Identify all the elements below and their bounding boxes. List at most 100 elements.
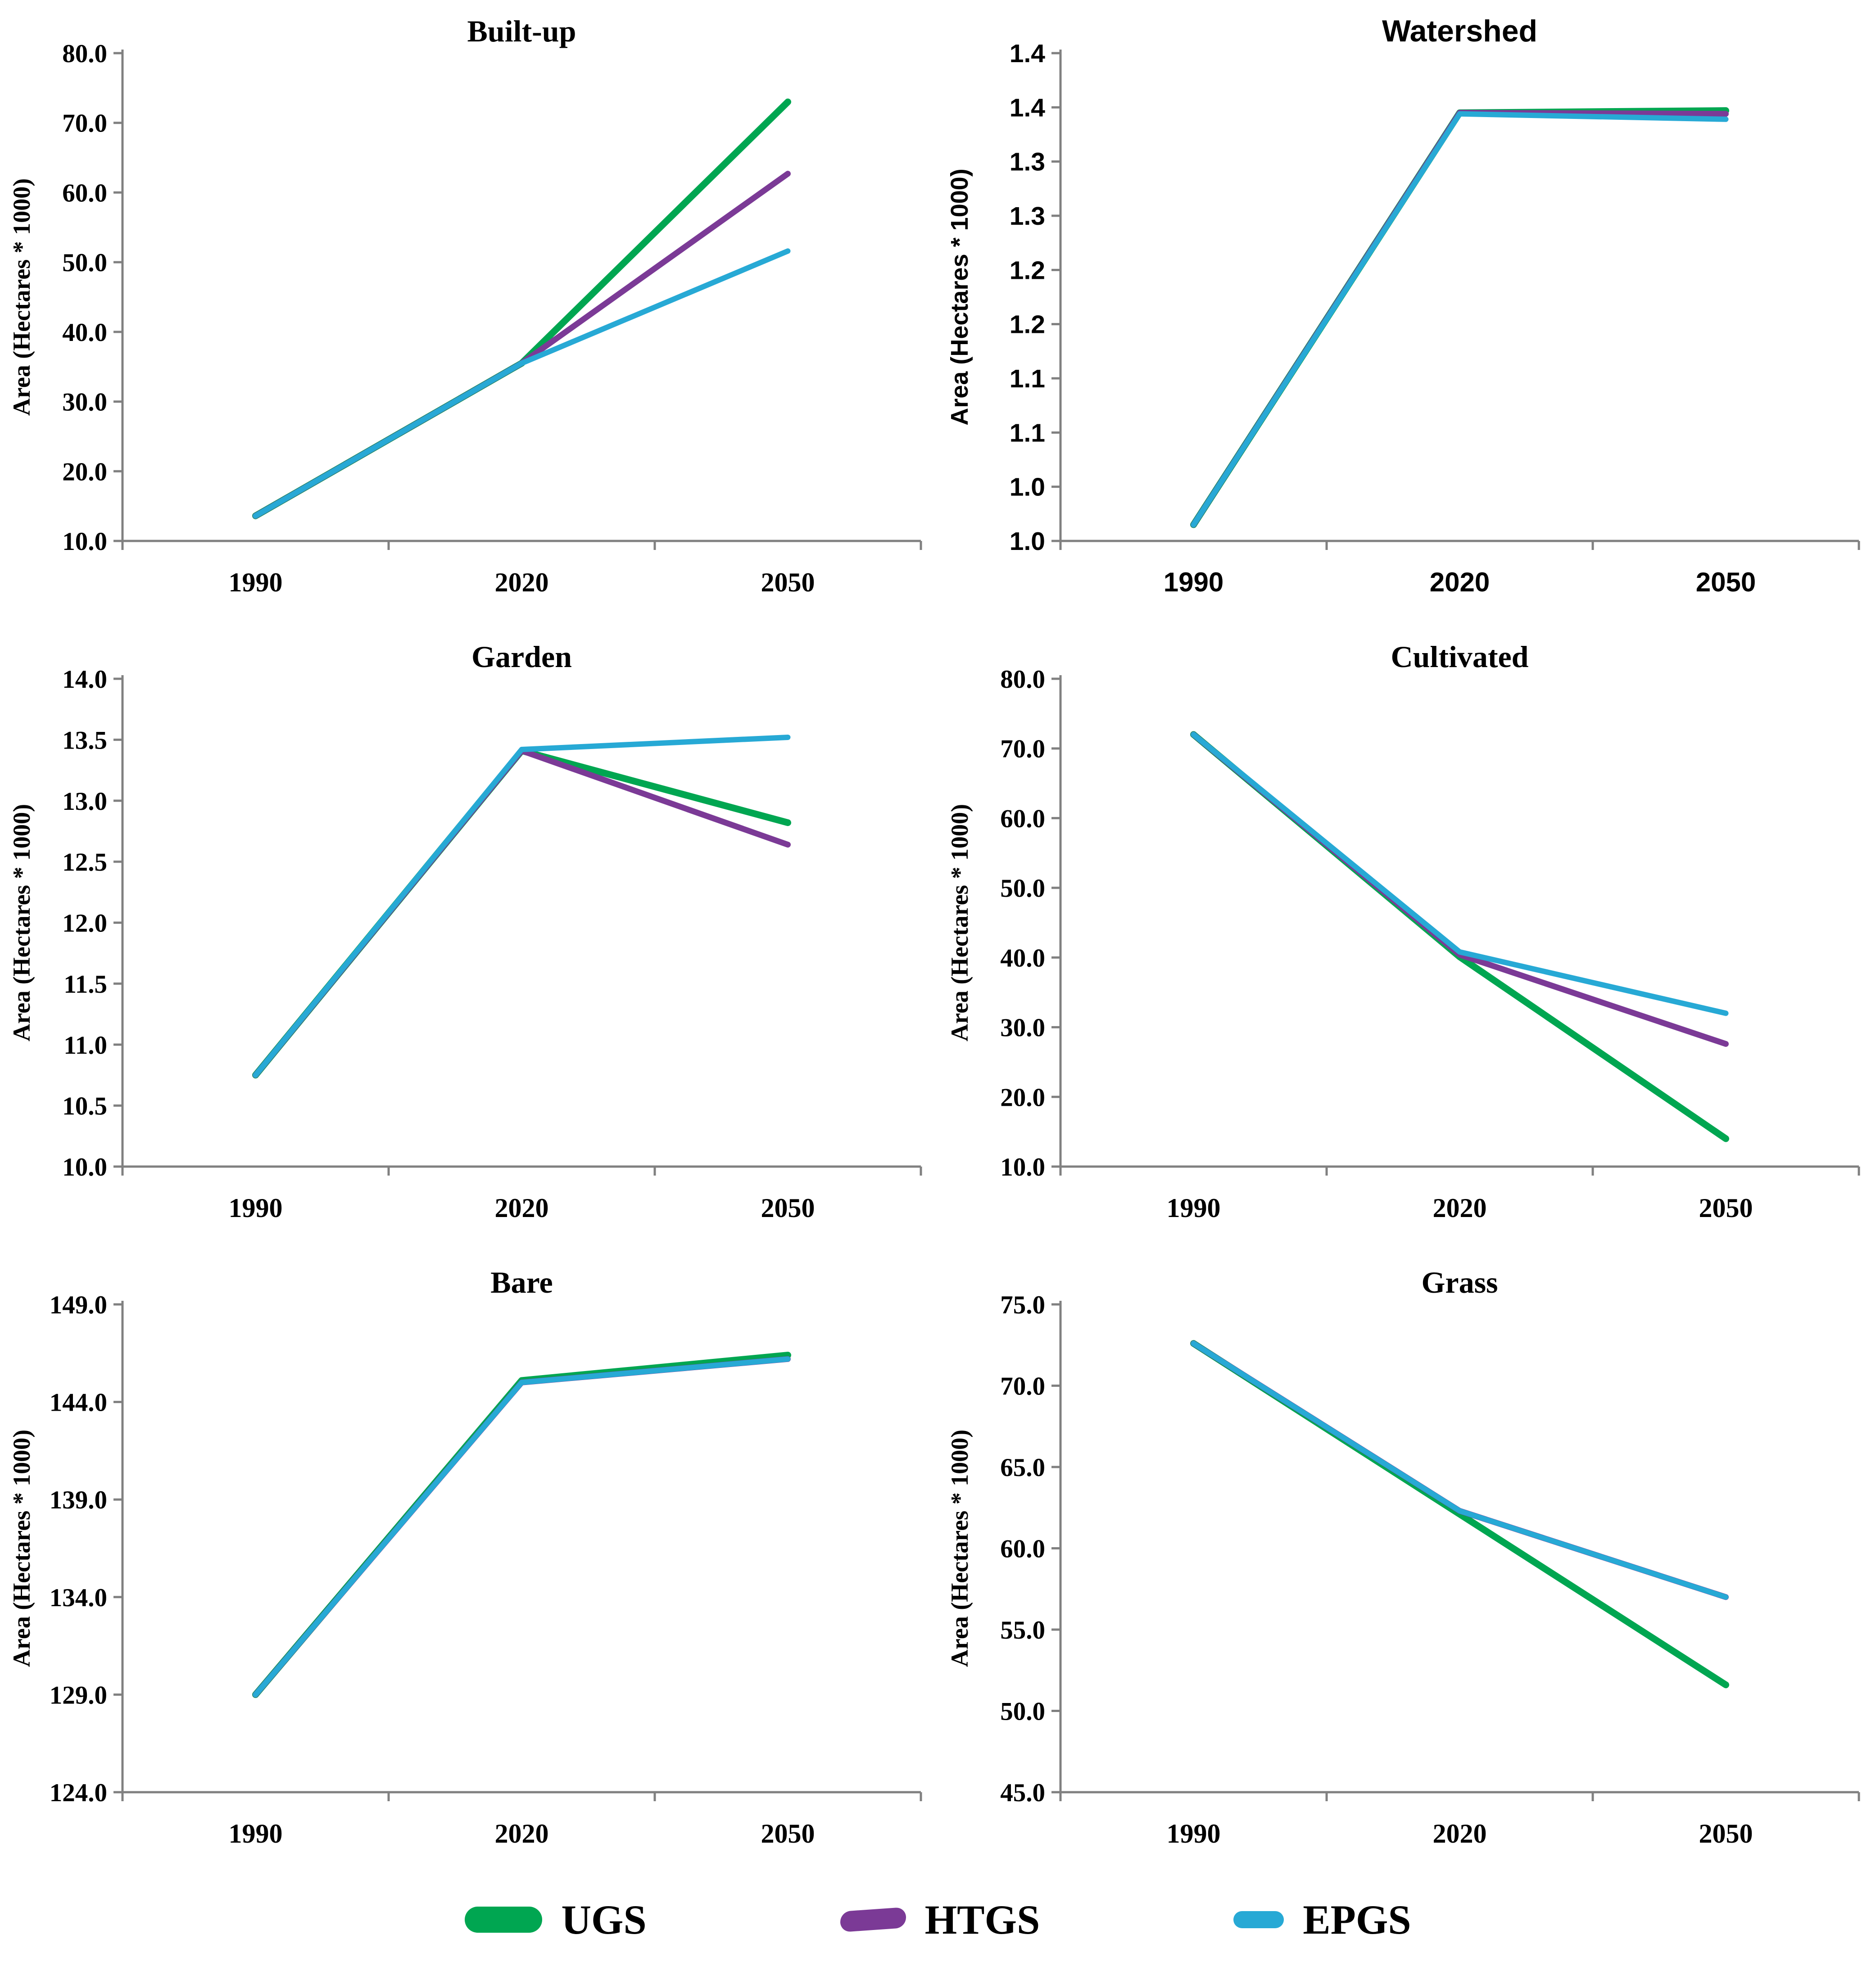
chart-title: Garden	[471, 640, 572, 674]
y-tick-label: 50.0	[62, 249, 107, 277]
y-tick-label: 1.2	[1010, 256, 1045, 285]
y-tick-label: 12.0	[62, 909, 107, 938]
x-tick-label: 2050	[761, 1819, 815, 1848]
chart-grass: Grass Area (Hectares * 1000) 45.0 50.0 55.0 6…	[938, 1251, 1876, 1877]
legend-swatch-ugs	[465, 1906, 543, 1933]
series-line-epgs	[1191, 731, 1729, 1016]
x-tick-label: 1990	[1167, 1819, 1221, 1848]
y-tick-label: 12.5	[62, 848, 107, 877]
y-tick-label: 1.3	[1010, 202, 1045, 231]
y-tick-label: 80.0	[62, 40, 107, 68]
x-tick-label: 2050	[1699, 1819, 1753, 1848]
y-tick-label: 60.0	[1000, 804, 1045, 833]
x-tick-label: 2020	[1430, 567, 1490, 597]
y-tick-label: 40.0	[1000, 944, 1045, 972]
y-axis-title: Area (Hectares * 1000)	[946, 168, 973, 425]
y-tick-label: 11.0	[63, 1031, 107, 1059]
legend-item-epgs: EPGS	[1233, 1896, 1411, 1944]
x-tick-label: 2050	[1699, 1193, 1753, 1223]
y-tick-label: 55.0	[1000, 1616, 1045, 1644]
y-tick-label: 13.5	[62, 726, 107, 754]
series-line-htgs	[253, 171, 791, 519]
y-tick-label: 50.0	[1000, 874, 1045, 903]
series-line-ugs	[1190, 731, 1729, 1142]
series-line-htgs	[1191, 1340, 1729, 1600]
chart-bare: Bare Area (Hectares * 1000) 124.0 129.0 134.…	[0, 1251, 938, 1877]
y-tick-label: 14.0	[62, 665, 107, 694]
y-tick-label: 134.0	[50, 1584, 107, 1612]
series-line-ugs	[1190, 107, 1729, 528]
x-tick-label: 2050	[1696, 567, 1756, 597]
chart-canvas: Cultivated Area (Hectares * 1000) 10.0 20.0…	[946, 640, 1860, 1223]
y-tick-label: 144.0	[50, 1389, 107, 1417]
y-axis-title: Area (Hectares * 1000)	[8, 804, 35, 1041]
chart-canvas: Built-up Area (Hectares * 1000) 10.0 20.0 30…	[8, 14, 922, 597]
x-tick-label: 1990	[229, 1193, 283, 1223]
y-tick-label: 20.0	[62, 458, 107, 486]
y-tick-label: 124.0	[50, 1779, 107, 1807]
y-tick-label: 45.0	[1000, 1779, 1045, 1807]
y-tick-label: 1.4	[1010, 39, 1046, 68]
y-tick-label: 1.1	[1010, 364, 1045, 393]
x-tick-label: 1990	[229, 1819, 283, 1848]
series-line-htgs	[253, 1356, 791, 1698]
x-tick-label: 2020	[1433, 1819, 1487, 1848]
chart-title: Built-up	[467, 14, 576, 48]
chart-title: Grass	[1422, 1265, 1498, 1299]
y-tick-label: 1.4	[1010, 93, 1046, 122]
chart-legend: UGS HTGS EPGS	[0, 1877, 1876, 1962]
y-tick-label: 1.0	[1010, 473, 1045, 502]
y-tick-label: 10.0	[62, 527, 107, 556]
y-tick-label: 149.0	[50, 1291, 107, 1319]
chart-watershed: Watershed Area (Hectares * 1000) 1.0 1.0 1.1…	[938, 0, 1876, 626]
y-tick-label: 1.1	[1010, 418, 1045, 447]
y-tick-label: 70.0	[1000, 1372, 1045, 1401]
y-tick-label: 80.0	[1000, 665, 1045, 694]
y-tick-label: 1.3	[1010, 148, 1045, 177]
chart-built-up: Built-up Area (Hectares * 1000) 10.0 20.0 30…	[0, 0, 938, 626]
y-tick-label: 10.0	[62, 1153, 107, 1181]
charts-grid: Built-up Area (Hectares * 1000) 10.0 20.0 30…	[0, 0, 1876, 1877]
y-tick-label: 60.0	[62, 179, 107, 207]
legend-item-ugs: UGS	[465, 1896, 647, 1944]
chart-canvas: Bare Area (Hectares * 1000) 124.0 129.0 134.…	[8, 1265, 922, 1848]
x-tick-label: 1990	[1164, 567, 1223, 597]
y-tick-label: 60.0	[1000, 1535, 1045, 1563]
chart-title: Cultivated	[1391, 640, 1529, 674]
y-tick-label: 20.0	[1000, 1083, 1045, 1112]
chart-title: Bare	[490, 1265, 553, 1299]
y-axis-title: Area (Hectares * 1000)	[8, 1430, 35, 1667]
x-tick-label: 2020	[495, 568, 549, 597]
legend-label-ugs: UGS	[561, 1896, 647, 1943]
y-tick-label: 65.0	[1000, 1453, 1045, 1482]
x-tick-label: 2050	[761, 568, 815, 597]
y-tick-label: 30.0	[62, 388, 107, 417]
series-line-ugs	[252, 98, 791, 519]
chart-garden: Garden Area (Hectares * 1000) 10.0 10.5 11.0…	[0, 626, 938, 1251]
y-tick-label: 139.0	[50, 1486, 107, 1514]
legend-label-epgs: EPGS	[1303, 1896, 1411, 1943]
x-tick-label: 2020	[495, 1819, 549, 1848]
x-tick-label: 2020	[495, 1193, 549, 1223]
y-tick-label: 75.0	[1000, 1291, 1045, 1319]
chart-canvas: Garden Area (Hectares * 1000) 10.0 10.5 11.0…	[8, 640, 922, 1223]
y-axis-title: Area (Hectares * 1000)	[946, 1430, 973, 1667]
legend-item-htgs: HTGS	[840, 1896, 1040, 1944]
y-axis-title: Area (Hectares * 1000)	[946, 804, 973, 1041]
chart-canvas: Grass Area (Hectares * 1000) 45.0 50.0 55.0 6…	[946, 1265, 1860, 1848]
y-axis-title: Area (Hectares * 1000)	[8, 178, 35, 416]
x-tick-label: 2020	[1433, 1193, 1487, 1223]
chart-canvas: Watershed Area (Hectares * 1000) 1.0 1.0 1.1…	[946, 14, 1860, 597]
y-tick-label: 129.0	[50, 1681, 107, 1709]
y-tick-label: 40.0	[62, 318, 107, 347]
y-tick-label: 70.0	[62, 109, 107, 138]
y-tick-label: 13.0	[62, 787, 107, 816]
y-tick-label: 50.0	[1000, 1698, 1045, 1726]
series-line-ugs	[252, 747, 791, 1079]
legend-label-htgs: HTGS	[924, 1896, 1040, 1943]
x-tick-label: 2050	[761, 1193, 815, 1223]
series-line-epgs	[253, 1356, 791, 1698]
y-tick-label: 30.0	[1000, 1014, 1045, 1042]
chart-title: Watershed	[1382, 14, 1537, 48]
series-line-epgs	[1191, 1340, 1729, 1600]
